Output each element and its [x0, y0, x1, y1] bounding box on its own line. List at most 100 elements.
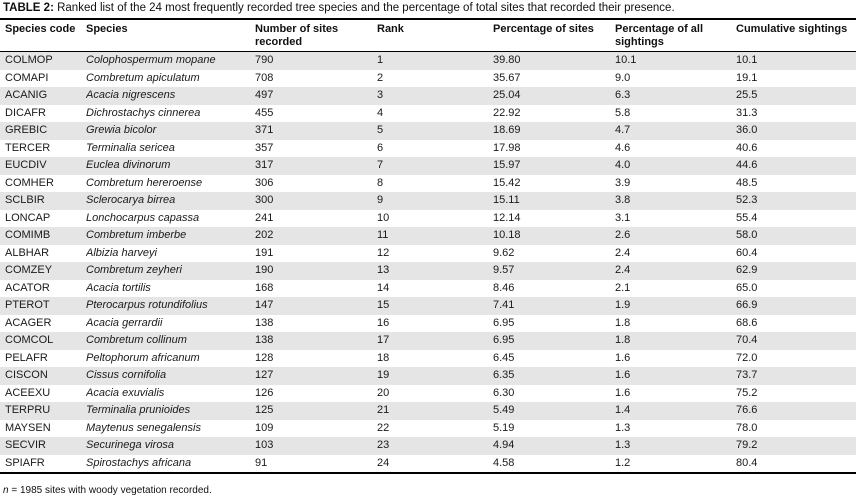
cell-cumulative-sightings: 55.4 [736, 211, 758, 224]
cell-percentage-of-sites: 4.94 [493, 439, 515, 451]
cell-species: Grewia bicolor [86, 124, 157, 136]
cell-rank: 18 [377, 351, 390, 364]
cell-species: Acacia gerrardii [86, 316, 163, 329]
column-header-sites-recorded: Number of sites recorded [255, 19, 377, 52]
table-row: ALBHAR Albizia harveyi 191 12 9.62 2.4 60.4 [0, 245, 856, 263]
cell-species: Albizia harveyi [86, 246, 157, 259]
cell-percentage-of-all-sightings: 1.2 [615, 456, 631, 469]
cell-species-code: LONCAP [5, 211, 51, 224]
column-header-species: Species [86, 19, 255, 52]
cell-species-code: SECVIR [5, 439, 46, 451]
cell-percentage-of-sites: 35.67 [493, 71, 521, 84]
cell-percentage-of-all-sightings: 1.4 [615, 404, 631, 416]
cell-species: Securinega virosa [86, 439, 175, 451]
cell-cumulative-sightings: 65.0 [736, 281, 758, 294]
cell-cumulative-sightings: 68.6 [736, 316, 758, 329]
cell-cumulative-sightings: 52.3 [736, 194, 758, 206]
table-row: GREBIC Grewia bicolor 371 5 18.69 4.7 36.0 [0, 122, 856, 140]
cell-species-code: COMHER [5, 176, 54, 189]
cell-sites-recorded: 191 [255, 246, 274, 259]
cell-percentage-of-sites: 6.30 [493, 386, 515, 399]
cell-species-code: GREBIC [5, 124, 48, 136]
cell-species: Sclerocarya birrea [86, 194, 176, 206]
cell-percentage-of-sites: 7.41 [493, 299, 515, 311]
cell-cumulative-sightings: 19.1 [736, 71, 758, 84]
cell-sites-recorded: 128 [255, 351, 274, 364]
cell-percentage-of-all-sightings: 2.1 [615, 281, 631, 294]
cell-percentage-of-all-sightings: 1.3 [615, 421, 631, 434]
cell-percentage-of-all-sightings: 1.3 [615, 439, 631, 451]
cell-percentage-of-all-sightings: 9.0 [615, 71, 631, 84]
table-row: ACAGER Acacia gerrardii 138 16 6.95 1.8 68.6 [0, 315, 856, 333]
cell-sites-recorded: 103 [255, 439, 274, 451]
cell-percentage-of-sites: 25.04 [493, 89, 521, 101]
cell-cumulative-sightings: 72.0 [736, 351, 758, 364]
cell-species-code: CISCON [5, 369, 48, 381]
cell-species: Lonchocarpus capassa [86, 211, 200, 224]
species-table: Species code Species Number of sites recor… [0, 18, 856, 474]
cell-species: Combretum apiculatum [86, 71, 200, 84]
cell-percentage-of-all-sightings: 2.6 [615, 229, 631, 241]
cell-sites-recorded: 371 [255, 124, 274, 136]
cell-rank: 3 [377, 89, 384, 101]
cell-sites-recorded: 147 [255, 299, 274, 311]
table-row: COMHER Combretum hereroense 306 8 15.42 3.9 48… [0, 175, 856, 193]
cell-cumulative-sightings: 79.2 [736, 439, 758, 451]
cell-sites-recorded: 190 [255, 264, 274, 276]
cell-cumulative-sightings: 48.5 [736, 176, 758, 189]
cell-rank: 17 [377, 334, 390, 346]
cell-sites-recorded: 300 [255, 194, 274, 206]
cell-species: Combretum imberbe [86, 229, 187, 241]
cell-percentage-of-sites: 10.18 [493, 229, 521, 241]
cell-percentage-of-all-sightings: 1.6 [615, 351, 631, 364]
cell-rank: 10 [377, 211, 390, 224]
cell-species-code: ACATOR [5, 281, 50, 294]
cell-percentage-of-sites: 39.80 [493, 54, 521, 66]
cell-cumulative-sightings: 40.6 [736, 141, 758, 154]
cell-sites-recorded: 455 [255, 106, 274, 119]
cell-cumulative-sightings: 44.6 [736, 159, 758, 171]
cell-percentage-of-sites: 18.69 [493, 124, 521, 136]
cell-percentage-of-sites: 6.35 [493, 369, 515, 381]
cell-percentage-of-all-sightings: 4.6 [615, 141, 631, 154]
cell-sites-recorded: 317 [255, 159, 274, 171]
table-row: PTEROT Pterocarpus rotundifolius 147 15 7.41… [0, 297, 856, 315]
cell-species-code: PELAFR [5, 351, 48, 364]
cell-rank: 7 [377, 159, 384, 171]
table-row: EUCDIV Euclea divinorum 317 7 15.97 4.0 44.6 [0, 157, 856, 175]
cell-species: Cissus cornifolia [86, 369, 167, 381]
table-footnote: n = 1985 sites with woody vegetation rec… [3, 485, 856, 497]
cell-percentage-of-all-sightings: 1.8 [615, 334, 631, 346]
table-row: COMCOL Combretum collinum 138 17 6.95 1.8 70.4 [0, 332, 856, 350]
cell-sites-recorded: 125 [255, 404, 274, 416]
cell-cumulative-sightings: 36.0 [736, 124, 758, 136]
cell-rank: 22 [377, 421, 390, 434]
cell-sites-recorded: 790 [255, 54, 274, 66]
cell-species-code: ACANIG [5, 89, 48, 101]
cell-species-code: COLMOP [5, 54, 53, 66]
cell-species-code: TERCER [5, 141, 51, 154]
cell-sites-recorded: 306 [255, 176, 274, 189]
table-row: DICAFR Dichrostachys cinnerea 455 4 22.92 5.8… [0, 105, 856, 123]
cell-percentage-of-sites: 9.62 [493, 246, 515, 259]
cell-species: Dichrostachys cinnerea [86, 106, 201, 119]
cell-percentage-of-sites: 4.58 [493, 456, 515, 469]
footnote-text: = 1985 sites with woody vegetation recor… [8, 485, 212, 496]
column-header-percentage-of-sites: Percentage of sites [493, 19, 615, 52]
cell-percentage-of-sites: 6.95 [493, 316, 515, 329]
cell-rank: 20 [377, 386, 390, 399]
cell-percentage-of-sites: 5.49 [493, 404, 515, 416]
cell-cumulative-sightings: 62.9 [736, 264, 758, 276]
cell-percentage-of-sites: 6.45 [493, 351, 515, 364]
table-row: COMIMB Combretum imberbe 202 11 10.18 2.6 58.0 [0, 227, 856, 245]
cell-species-code: SPIAFR [5, 456, 45, 469]
cell-species-code: EUCDIV [5, 159, 47, 171]
header-row: Species code Species Number of sites recor… [0, 19, 856, 52]
cell-species-code: ACAGER [5, 316, 52, 329]
cell-percentage-of-sites: 15.42 [493, 176, 521, 189]
cell-rank: 21 [377, 404, 390, 416]
footnote-n-symbol: n [3, 485, 9, 496]
cell-rank: 4 [377, 106, 384, 119]
table-row: ACEEXU Acacia exuvialis 126 20 6.30 1.6 75.2 [0, 385, 856, 403]
